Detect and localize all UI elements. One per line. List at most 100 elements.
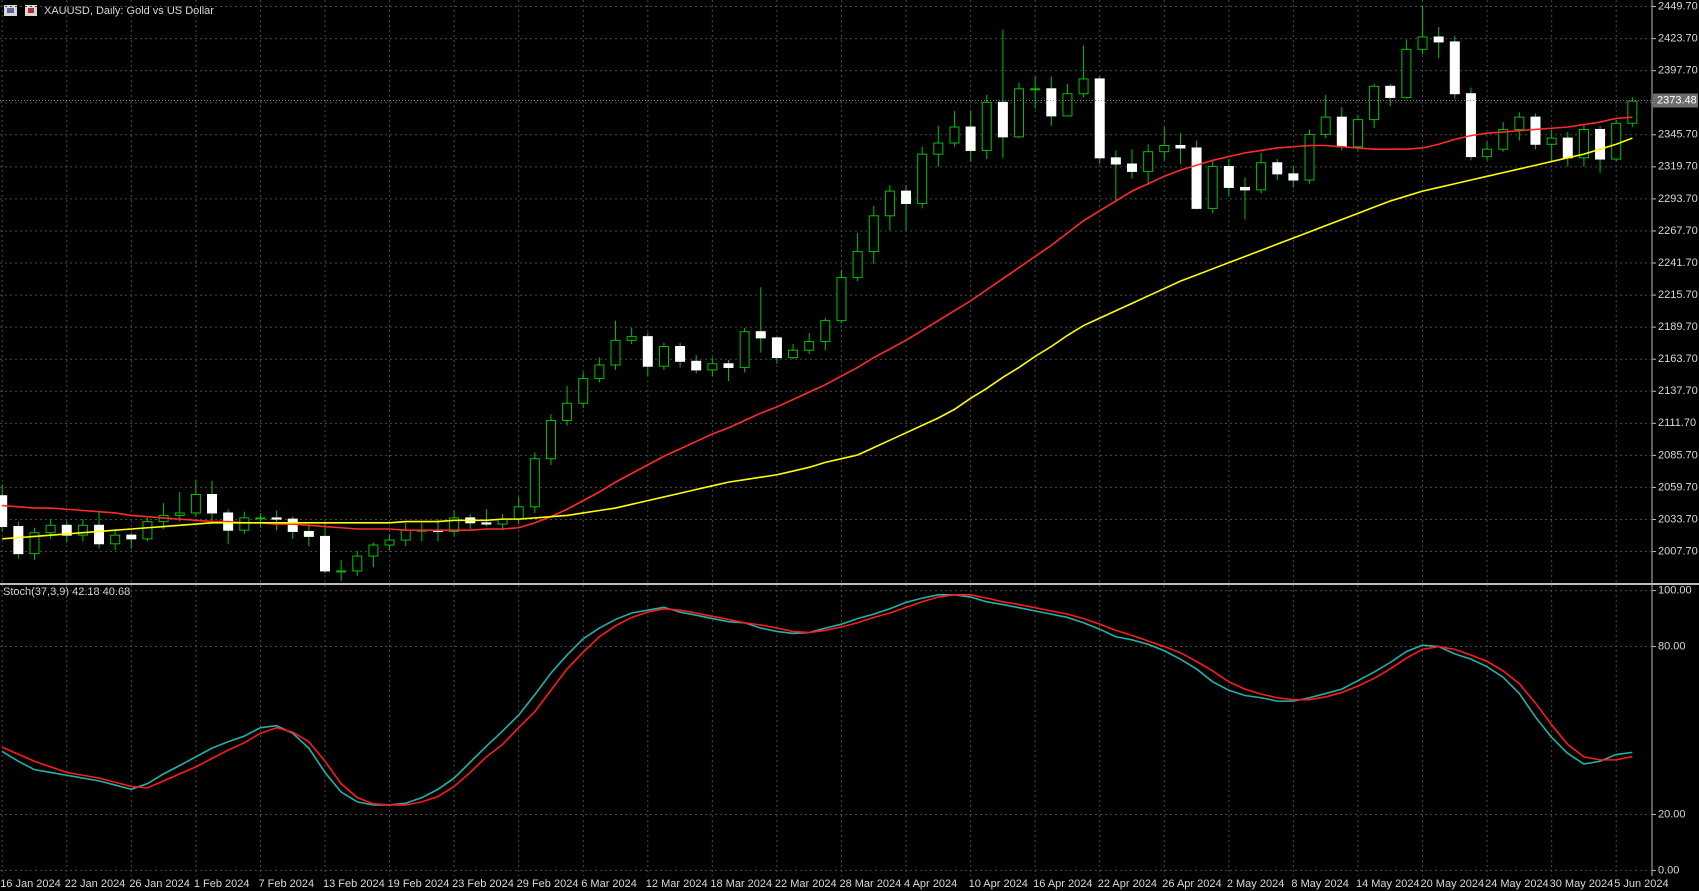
x-tick-label: 22 Jan 2024 (65, 878, 126, 890)
candle-body-down (771, 337, 782, 359)
candle-body-up (1514, 116, 1525, 130)
x-tick-label: 13 Feb 2024 (323, 878, 385, 890)
candle-body-down (1046, 88, 1057, 117)
y-tick-label: 2163.70 (1658, 353, 1698, 365)
candle-body-down (1110, 157, 1121, 165)
candle-body-up (658, 345, 669, 367)
y-tick-label: 2397.70 (1658, 65, 1698, 77)
y-tick-label: 2293.70 (1658, 193, 1698, 205)
x-tick-label: 10 Apr 2024 (969, 878, 1028, 890)
candle-body-down (94, 524, 105, 545)
candle-body-up (190, 493, 201, 514)
y-tick-label: 2085.70 (1658, 449, 1698, 461)
candle-body-up (1352, 119, 1363, 148)
candle-body-down (1191, 147, 1202, 209)
candle-body-up (933, 142, 944, 155)
candle-body-up (239, 517, 250, 531)
candle-body-down (1449, 41, 1460, 95)
candle-body-up (1498, 128, 1509, 150)
indicator-line (2, 116, 1633, 532)
candle-body-up (1159, 145, 1170, 153)
candle-body-up (949, 126, 960, 144)
candle-body-up (142, 521, 153, 540)
candle-body-up (77, 524, 88, 536)
candle-body-up (739, 331, 750, 368)
candle-body-up (1062, 93, 1073, 117)
candle-body-down (642, 336, 653, 367)
candle-body-down (755, 331, 766, 339)
candle-body-up (1320, 116, 1331, 135)
candle-body-down (723, 363, 734, 368)
candle-body-up (352, 555, 363, 572)
candle-body-down (1433, 36, 1444, 43)
y-tick-label: 2319.70 (1658, 161, 1698, 173)
candle-body-up (1369, 85, 1380, 121)
y-tick-label: 2267.70 (1658, 225, 1698, 237)
candle-body-up (1256, 162, 1267, 191)
candle-body-up (884, 190, 895, 217)
candle-body-up (820, 320, 831, 343)
candle-body-up (707, 363, 718, 371)
candle-body-down (997, 101, 1008, 138)
x-tick-label: 7 Feb 2024 (258, 878, 314, 890)
last-price-box (1653, 93, 1698, 108)
candle-body-up (45, 524, 56, 534)
candle-body-down (965, 126, 976, 151)
x-tick-label: 1 Feb 2024 (194, 878, 250, 890)
x-tick-label: 2 May 2024 (1227, 878, 1284, 890)
candle-body-up (1578, 128, 1589, 159)
candle-body-up (852, 251, 863, 278)
y-tick-label: 0.00 (1658, 864, 1679, 876)
x-tick-label: 5 Jun 2024 (1614, 878, 1668, 890)
candle-body-down (1530, 116, 1541, 145)
candle-body-up (868, 215, 879, 253)
y-tick-label: 80.00 (1658, 640, 1686, 652)
last-price-label: 2373.48 (1657, 94, 1697, 106)
candle-body-down (1288, 173, 1299, 181)
x-tick-label: 16 Jan 2024 (0, 878, 61, 890)
candle-body-up (610, 339, 621, 366)
x-tick-label: 4 Apr 2024 (904, 878, 957, 890)
y-tick-label: 2033.70 (1658, 513, 1698, 525)
candle-body-down (1175, 145, 1186, 149)
y-tick-label: 2189.70 (1658, 321, 1698, 333)
x-tick-label: 23 Feb 2024 (452, 878, 514, 890)
candle-body-up (1207, 165, 1218, 209)
y-tick-label: 2449.70 (1658, 0, 1698, 12)
candle-body-down (1239, 186, 1250, 191)
x-tick-label: 12 Mar 2024 (646, 878, 708, 890)
candle-body-up (1611, 122, 1622, 160)
chart-icon-inner (7, 8, 14, 13)
candle-body-down (1272, 162, 1283, 175)
candle-body-down (1385, 85, 1396, 98)
candle-body-down (207, 493, 218, 514)
candle-body-up (1304, 133, 1315, 181)
y-tick-label: 100.00 (1658, 585, 1692, 597)
candle-body-up (626, 336, 637, 341)
x-tick-label: 22 Apr 2024 (1098, 878, 1157, 890)
candle-body-up (804, 341, 815, 351)
candle-body-down (691, 360, 702, 371)
x-tick-label: 14 May 2024 (1356, 878, 1420, 890)
x-tick-label: 8 May 2024 (1291, 878, 1348, 890)
candle-body-down (1094, 78, 1105, 159)
candle-body-up (336, 570, 347, 573)
candle-body-up (255, 517, 266, 520)
candle-body-up (1546, 137, 1557, 145)
chart-title: XAUUSD, Daily: Gold vs US Dollar (44, 5, 214, 17)
candle-body-up (174, 512, 185, 516)
candle-body-up (1030, 88, 1041, 91)
candle-body-down (0, 495, 8, 528)
candle-body-down (1595, 128, 1606, 160)
x-tick-label: 6 Mar 2024 (581, 878, 637, 890)
candle-body-up (29, 532, 40, 555)
candle-body-down (271, 517, 282, 520)
candle-body-down (1465, 93, 1476, 158)
candle-body-down (287, 518, 298, 532)
candle-body-up (594, 364, 605, 380)
candle-body-up (110, 534, 121, 545)
candle-body-up (981, 101, 992, 151)
y-tick-label: 2241.70 (1658, 257, 1698, 269)
